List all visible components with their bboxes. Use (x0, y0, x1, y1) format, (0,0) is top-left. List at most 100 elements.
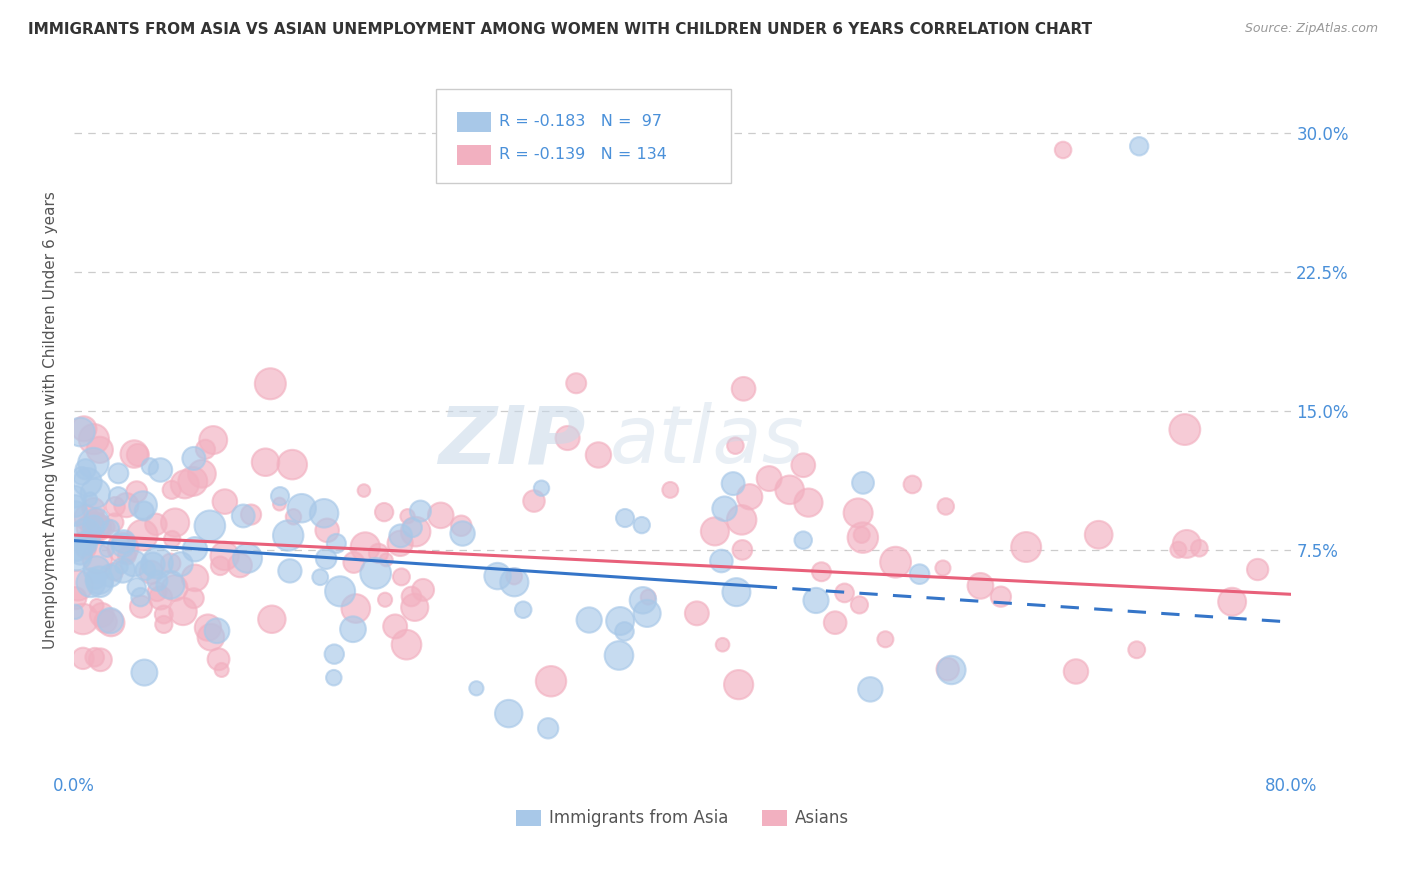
Point (731, 542, 754, 557)
Point (1128, 139, 1150, 153)
Point (153, 617, 176, 632)
Point (1087, 527, 1109, 541)
Point (83, 502, 105, 516)
Point (316, 524, 339, 538)
Point (404, 600, 426, 615)
Point (429, 508, 451, 523)
Point (200, 630, 222, 644)
Point (259, 376, 281, 391)
Point (66, 549, 89, 563)
Text: R = -0.183   N =  97: R = -0.183 N = 97 (499, 114, 662, 128)
Point (82, 456, 104, 470)
Point (111, 563, 134, 577)
Point (70, 468, 93, 483)
Point (89, 442, 111, 457)
Text: R = -0.139   N = 134: R = -0.139 N = 134 (499, 147, 666, 161)
Point (412, 582, 434, 597)
Point (173, 477, 195, 491)
Point (83, 432, 105, 446)
Point (269, 497, 291, 511)
Point (172, 604, 194, 618)
Point (170, 557, 193, 571)
Point (851, 528, 873, 542)
Point (125, 484, 148, 499)
Point (779, 483, 801, 497)
Point (72, 612, 94, 626)
Point (969, 579, 991, 593)
Point (63, 490, 86, 504)
Point (209, 558, 232, 573)
Point (512, 603, 534, 617)
Point (810, 565, 832, 579)
Point (315, 551, 337, 566)
Point (852, 531, 875, 545)
Point (260, 612, 283, 626)
Point (65, 507, 87, 521)
Point (364, 566, 387, 581)
Point (142, 558, 165, 572)
Point (134, 665, 156, 680)
Text: atlas: atlas (610, 402, 804, 481)
Point (703, 524, 725, 539)
Point (146, 556, 169, 570)
Point (344, 601, 367, 615)
Point (401, 520, 423, 534)
Point (229, 558, 252, 573)
Point (98, 568, 121, 582)
Point (75, 536, 97, 550)
Point (145, 517, 167, 532)
Point (354, 540, 377, 554)
Point (375, 553, 398, 567)
Point (875, 632, 897, 647)
Point (465, 681, 488, 696)
Point (389, 536, 412, 550)
Point (353, 483, 375, 498)
Point (89, 573, 111, 587)
Point (86, 599, 108, 613)
Point (115, 498, 138, 512)
Point (727, 678, 749, 692)
Y-axis label: Unemployment Among Women with Children Under 6 years: Unemployment Among Women with Children U… (44, 192, 58, 649)
Point (165, 516, 187, 530)
Point (75, 462, 97, 476)
Point (409, 504, 432, 518)
Point (637, 590, 659, 604)
Point (609, 614, 631, 628)
Point (110, 560, 132, 574)
Point (198, 518, 221, 533)
Point (848, 598, 870, 612)
Point (197, 621, 219, 635)
Point (373, 505, 395, 519)
Point (908, 567, 931, 582)
Point (1175, 537, 1198, 551)
Point (314, 506, 336, 520)
Point (183, 451, 205, 466)
Point (405, 524, 427, 539)
Point (152, 607, 174, 622)
Point (277, 528, 299, 542)
Point (65, 605, 87, 619)
Point (792, 458, 814, 473)
Point (236, 551, 259, 566)
Point (395, 638, 418, 652)
Point (792, 533, 814, 548)
Point (207, 652, 229, 666)
Point (100, 522, 122, 536)
Point (129, 590, 152, 604)
Point (733, 382, 755, 396)
Point (103, 516, 125, 530)
Point (631, 593, 654, 607)
Point (163, 581, 186, 595)
Point (65, 546, 87, 560)
Point (797, 495, 820, 509)
Point (323, 647, 346, 661)
Point (391, 570, 413, 584)
Point (132, 498, 155, 512)
Point (75, 526, 97, 541)
Point (184, 542, 207, 557)
Point (859, 682, 882, 697)
Point (1188, 541, 1211, 556)
Point (269, 489, 291, 503)
Point (630, 518, 652, 533)
Point (503, 575, 526, 590)
